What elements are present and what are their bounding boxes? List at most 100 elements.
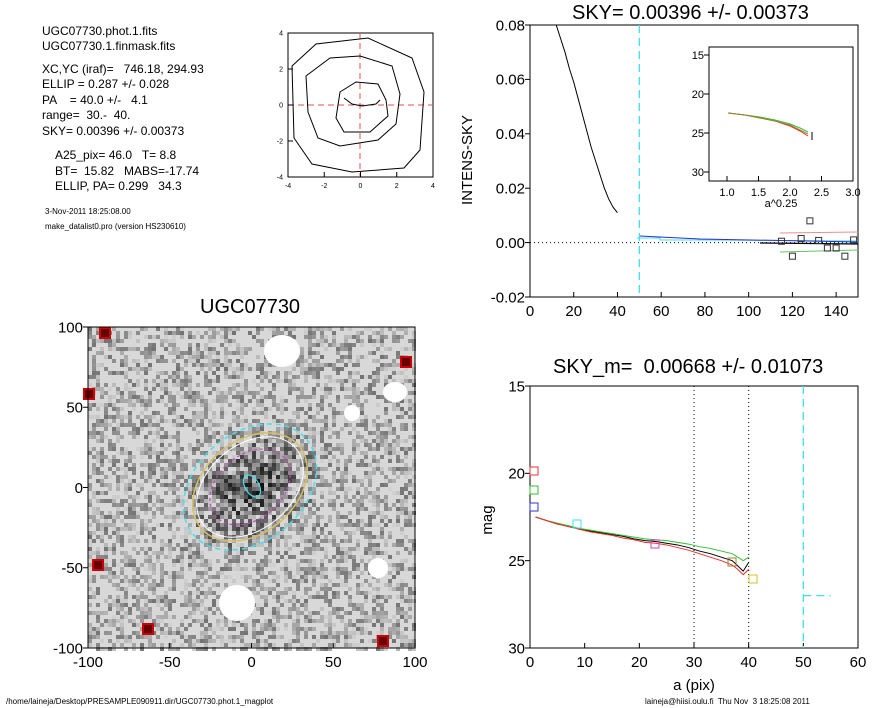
image-pixel — [360, 403, 364, 407]
image-pixel — [368, 515, 372, 519]
image-pixel — [396, 619, 400, 623]
image-pixel — [316, 375, 320, 379]
image-pixel — [172, 451, 176, 455]
image-pixel — [220, 515, 224, 519]
image-pixel — [272, 635, 276, 639]
image-pixel — [348, 351, 352, 355]
image-pixel — [396, 607, 400, 611]
image-pixel — [344, 487, 348, 491]
image-pixel — [216, 367, 220, 371]
image-pixel — [240, 419, 244, 423]
image-pixel — [260, 571, 264, 575]
image-pixel — [96, 631, 100, 635]
image-pixel — [108, 619, 112, 623]
image-pixel — [228, 363, 232, 367]
image-pixel — [356, 591, 360, 595]
image-pixel — [96, 331, 100, 335]
image-pixel — [200, 403, 204, 407]
image-pixel — [348, 327, 352, 331]
image-pixel — [104, 555, 108, 559]
image-pixel — [316, 595, 320, 599]
sky-xtick-label: 40 — [609, 303, 626, 320]
image-pixel — [280, 591, 284, 595]
image-pixel — [224, 643, 228, 647]
image-pixel — [252, 499, 256, 503]
image-pixel — [364, 375, 368, 379]
image-pixel — [252, 515, 256, 519]
image-pixel — [188, 623, 192, 627]
image-pixel — [180, 535, 184, 539]
image-pixel — [236, 371, 240, 375]
image-pixel — [284, 451, 288, 455]
image-pixel — [272, 387, 276, 391]
image-pixel — [304, 519, 308, 523]
image-pixel — [212, 387, 216, 391]
image-pixel — [232, 523, 236, 527]
marker-green — [529, 485, 539, 495]
image-pixel — [204, 435, 208, 439]
image-pixel — [332, 431, 336, 435]
image-pixel — [172, 599, 176, 603]
image-pixel — [392, 447, 396, 451]
image-pixel — [192, 355, 196, 359]
image-pixel — [168, 399, 172, 403]
image-pixel — [312, 343, 316, 347]
image-pixel — [308, 511, 312, 515]
image-pixel — [284, 571, 288, 575]
image-pixel — [224, 563, 228, 567]
image-pixel — [212, 499, 216, 503]
image-pixel — [344, 559, 348, 563]
image-pixel — [332, 507, 336, 511]
image-pixel — [304, 635, 308, 639]
image-pixel — [356, 431, 360, 435]
image-pixel — [96, 643, 100, 647]
image-pixel — [224, 555, 228, 559]
image-pixel — [256, 531, 260, 535]
image-pixel — [228, 427, 232, 431]
image-pixel — [356, 355, 360, 359]
image-pixel — [392, 575, 396, 579]
image-pixel — [196, 515, 200, 519]
image-pixel — [244, 419, 248, 423]
image-pixel — [168, 463, 172, 467]
image-pixel — [264, 555, 268, 559]
image-pixel — [100, 391, 104, 395]
image-pixel — [136, 551, 140, 555]
image-pixel — [104, 491, 108, 495]
image-pixel — [152, 379, 156, 383]
image-pixel — [200, 415, 204, 419]
image-pixel — [360, 375, 364, 379]
image-pixel — [112, 447, 116, 451]
image-pixel — [384, 431, 388, 435]
image-pixel — [220, 403, 224, 407]
image-pixel — [124, 523, 128, 527]
image-pixel — [240, 463, 244, 467]
image-pixel — [392, 491, 396, 495]
image-pixel — [276, 611, 280, 615]
image-pixel — [276, 551, 280, 555]
image-pixel — [152, 355, 156, 359]
image-pixel — [140, 375, 144, 379]
image-pixel — [132, 535, 136, 539]
image-pixel — [92, 495, 96, 499]
image-pixel — [152, 471, 156, 475]
image-pixel — [380, 355, 384, 359]
image-pixel — [256, 483, 260, 487]
image-pixel — [188, 615, 192, 619]
image-pixel — [404, 523, 408, 527]
image-pixel — [140, 575, 144, 579]
image-pixel — [184, 507, 188, 511]
image-pixel — [380, 483, 384, 487]
image-pixel — [116, 371, 120, 375]
image-pixel — [356, 387, 360, 391]
image-pixel — [156, 595, 160, 599]
image-pixel — [384, 399, 388, 403]
image-pixel — [356, 587, 360, 591]
image-pixel — [96, 647, 100, 651]
image-pixel — [96, 635, 100, 639]
image-pixel — [332, 479, 336, 483]
image-pixel — [280, 511, 284, 515]
image-pixel — [204, 347, 208, 351]
image-pixel — [296, 435, 300, 439]
